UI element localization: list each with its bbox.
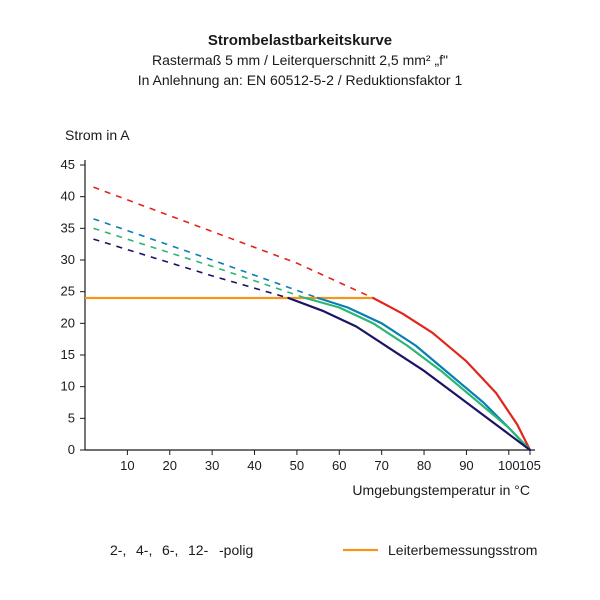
x-tick-label: 40 — [247, 458, 261, 473]
legend-pole-4-: 4-, — [136, 542, 152, 558]
y-tick-label: 30 — [61, 252, 75, 267]
y-tick-label: 5 — [68, 410, 75, 425]
y-axis-label: Strom in A — [65, 127, 130, 143]
x-tick-label: 100 — [498, 458, 520, 473]
series-dashed-12-polig — [93, 239, 288, 298]
series-solid-12-polig — [288, 298, 530, 450]
y-tick-label: 0 — [68, 442, 75, 457]
x-tick-label: 30 — [205, 458, 219, 473]
chart-title: Strombelastbarkeitskurve — [208, 32, 392, 49]
y-tick-label: 20 — [61, 315, 75, 330]
series-dashed-4-polig — [93, 219, 318, 298]
legend-pole-6-: 6-, — [162, 542, 178, 558]
derating-curve-chart: Strombelastbarkeitskurve Rastermaß 5 mm /… — [0, 0, 600, 600]
y-tick-label: 25 — [61, 284, 75, 299]
y-tick-label: 15 — [61, 347, 75, 362]
x-axis-label: Umgebungstemperatur in °C — [352, 482, 530, 498]
x-tick-label: 20 — [163, 458, 177, 473]
chart-subtitle-2: In Anlehnung an: EN 60512-5-2 / Reduktio… — [138, 72, 463, 88]
y-tick-label: 35 — [61, 220, 75, 235]
y-tick-label: 40 — [61, 189, 75, 204]
series-solid-6-polig — [305, 298, 530, 450]
x-tick-label: 80 — [417, 458, 431, 473]
x-tick-label: 70 — [374, 458, 388, 473]
y-tick-label: 10 — [61, 379, 75, 394]
legend-pole-suffix: -polig — [219, 542, 253, 558]
x-tick-label: 60 — [332, 458, 346, 473]
legend-conductor-label: Leiterbemessungsstrom — [388, 542, 537, 558]
x-tick-label: 105 — [519, 458, 541, 473]
y-tick-label: 45 — [61, 157, 75, 172]
x-tick-label: 90 — [459, 458, 473, 473]
x-tick-label: 50 — [290, 458, 304, 473]
series-dashed-6-polig — [93, 228, 305, 298]
chart-subtitle-1: Rastermaß 5 mm / Leiterquerschnitt 2,5 m… — [152, 52, 448, 68]
legend-pole-12-: 12- — [188, 542, 209, 558]
x-tick-label: 10 — [120, 458, 134, 473]
legend-pole-2-: 2-, — [110, 542, 126, 558]
